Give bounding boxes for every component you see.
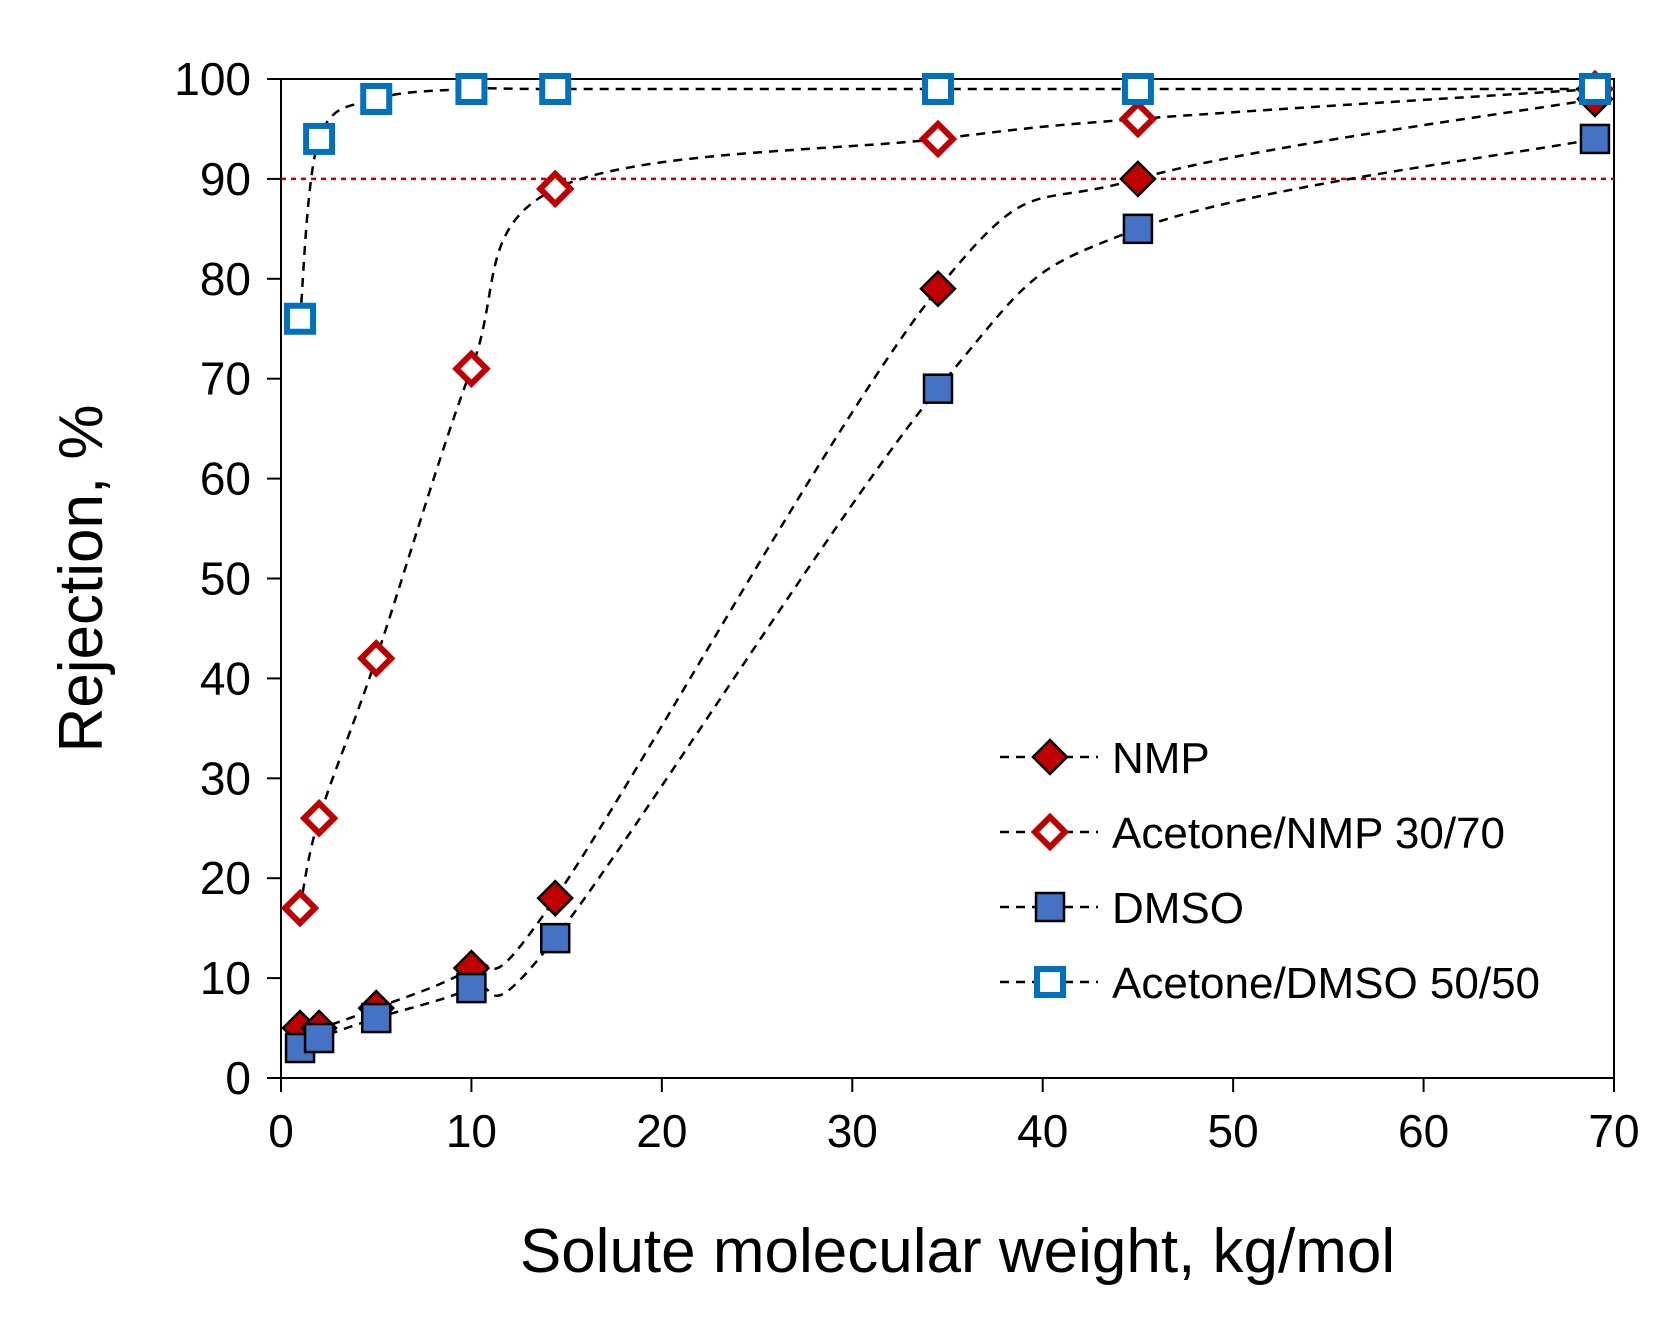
y-axis-title: Rejection, % [47, 404, 116, 752]
data-point [918, 119, 958, 159]
x-tick-label: 10 [446, 1105, 497, 1157]
legend-label: NMP [1112, 734, 1210, 783]
legend-label: Acetone/NMP 30/70 [1112, 809, 1505, 858]
data-point [1121, 72, 1154, 105]
data-point [360, 1002, 392, 1034]
series-line [298, 87, 1596, 909]
data-point [922, 373, 954, 404]
legend-marker [1031, 738, 1069, 776]
y-tick-label: 70 [200, 353, 251, 405]
x-tick-label: 70 [1588, 1105, 1639, 1157]
data-point [303, 122, 336, 155]
series-line [299, 137, 1596, 1050]
legend-entry: DMSO [1000, 884, 1244, 933]
data-point [452, 349, 491, 388]
legend: NMP Acetone/NMP 30/70 DMSO Acetone/DMSO 50/… [1000, 734, 1540, 1008]
data-point [1579, 123, 1611, 155]
legend-entry: Acetone/DMSO 50/50 [1000, 959, 1540, 1008]
y-tick-label: 60 [200, 453, 251, 505]
series-3 [284, 72, 1611, 335]
data-point [455, 72, 488, 105]
y-tick-label: 100 [174, 53, 251, 105]
data-point [356, 639, 396, 678]
legend-marker [1030, 812, 1070, 852]
x-tick-label: 0 [268, 1105, 294, 1157]
data-point [921, 72, 954, 105]
y-tick-label: 80 [200, 253, 251, 305]
series-layer [280, 69, 1615, 1064]
x-axis-title: Solute molecular weight, kg/mol [520, 1217, 1395, 1286]
data-point [1122, 213, 1154, 245]
data-point [919, 270, 957, 308]
legend-marker [1034, 966, 1066, 998]
x-tick-label: 40 [1017, 1105, 1068, 1157]
data-point [536, 879, 574, 917]
data-point [1118, 99, 1158, 139]
series-line [298, 87, 1595, 319]
legend-label: Acetone/DMSO 50/50 [1112, 959, 1540, 1008]
y-tick-label: 30 [200, 752, 251, 804]
legend-marker [1034, 891, 1066, 923]
data-point [535, 169, 575, 209]
x-tick-label: 30 [827, 1105, 878, 1157]
data-point [299, 799, 339, 838]
y-tick-label: 0 [225, 1052, 251, 1104]
data-point [280, 888, 320, 928]
y-tick-label: 10 [200, 952, 251, 1004]
x-tick-label: 20 [636, 1105, 687, 1157]
data-point [456, 972, 487, 1004]
data-point [303, 1022, 335, 1054]
x-tick-label: 50 [1208, 1105, 1259, 1157]
series-0 [281, 80, 1614, 1047]
axes: 0 10 20 30 40 50 60 70 0 10 20 30 40 50 60 70 80 90 100 [174, 53, 1639, 1157]
y-tick-label: 50 [200, 553, 251, 605]
y-tick-label: 20 [200, 852, 251, 904]
series-1 [280, 69, 1615, 928]
legend-entry: NMP [1000, 734, 1210, 783]
data-point [539, 922, 571, 954]
series-line [299, 97, 1596, 1031]
data-point [360, 82, 393, 115]
data-point [284, 302, 317, 335]
plot-area [280, 78, 1615, 1079]
legend-entry: Acetone/NMP 30/70 [1000, 809, 1505, 858]
series-2 [284, 123, 1611, 1064]
data-point [1119, 160, 1157, 198]
y-tick-label: 90 [200, 153, 251, 205]
legend-label: DMSO [1112, 884, 1244, 933]
data-point [539, 72, 572, 105]
data-point [1578, 72, 1611, 105]
x-tick-label: 60 [1398, 1105, 1449, 1157]
y-tick-label: 40 [200, 652, 251, 704]
